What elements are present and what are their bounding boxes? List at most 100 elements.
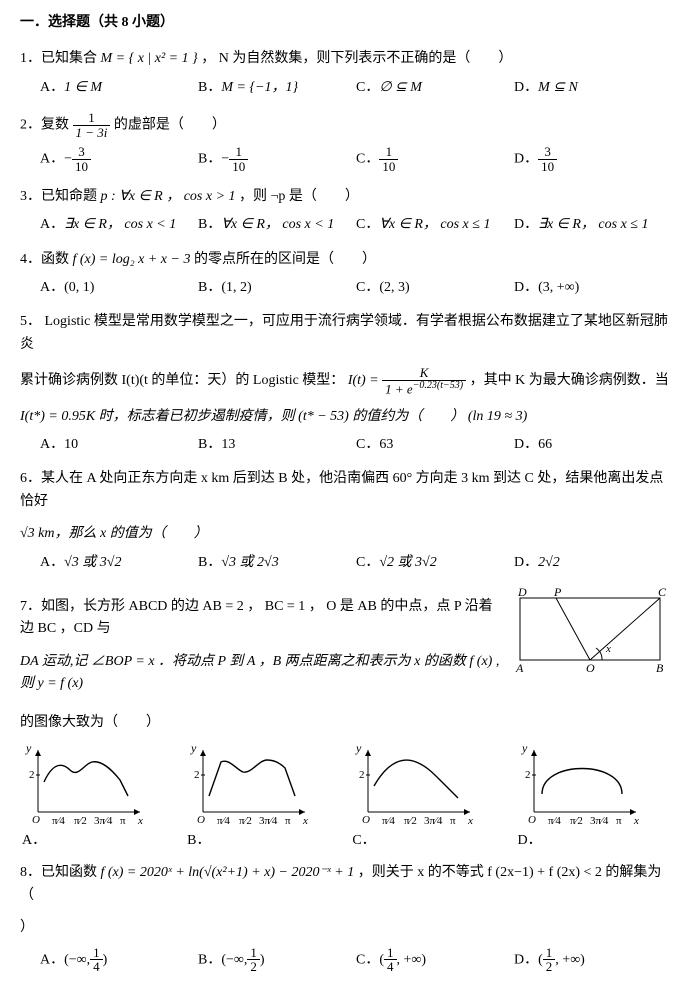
- svg-text:x: x: [467, 815, 473, 827]
- q5-formula-frac: K 1 + e−0.23(t−53): [382, 366, 466, 396]
- q7-rect-figure: D P C A O B x: [512, 586, 672, 676]
- svg-text:π⁄2: π⁄2: [404, 815, 417, 827]
- q2-opt-d: D．310: [514, 145, 672, 173]
- q7-l2: DA 运动,记 ∠BOP = x ．将动点 P 到 A ，B 两点距离之和表示为…: [20, 651, 504, 696]
- svg-text:2: 2: [525, 769, 531, 781]
- svg-text:3π⁄4: 3π⁄4: [259, 815, 278, 827]
- q4-opt-d: D．(3, +∞): [514, 277, 672, 299]
- q1-stem: 1．已知集合 M = { x | x² = 1 } ， N 为自然数集，则下列表…: [20, 48, 672, 70]
- q1-opt-a: A．1 ∈ M: [40, 77, 198, 99]
- svg-text:D: D: [517, 586, 527, 599]
- svg-text:O: O: [362, 814, 370, 826]
- q2-text-a: 2．复数: [20, 118, 73, 133]
- svg-text:3π⁄4: 3π⁄4: [94, 815, 113, 827]
- svg-text:y: y: [25, 741, 32, 755]
- q8-l1: 8．已知函数 f (x) = 2020ˣ + ln(√(x²+1) + x) −…: [20, 862, 672, 907]
- q8-options: A．(−∞,14) B．(−∞,12) C．(14, +∞) D．(12, +∞…: [40, 946, 672, 974]
- svg-text:x: x: [633, 815, 639, 827]
- q3-opt-c: C．∀x ∈ R， cos x ≤ 1: [356, 214, 514, 236]
- svg-text:x: x: [302, 815, 308, 827]
- q4-opt-c: C．(2, 3): [356, 277, 514, 299]
- q7-chart-a: y 2 π⁄4 π⁄2 3π⁄4 π x O A．: [20, 740, 176, 852]
- svg-text:3π⁄4: 3π⁄4: [590, 815, 609, 827]
- svg-text:3π⁄4: 3π⁄4: [424, 815, 443, 827]
- q2-text-b: 的虚部是（ ）: [114, 118, 226, 133]
- q6-l1: 6．某人在 A 处向正东方向走 x km 后到达 B 处，他沿南偏西 60° 方…: [20, 468, 672, 513]
- q1-opt-c: C．∅ ⊆ M: [356, 77, 514, 99]
- q5-l3: I(t*) = 0.95K 时，标志着已初步遏制疫情，则 (t* − 53) 的…: [20, 406, 672, 428]
- q1-text-b: ， N 为自然数集，则下列表示不正确的是（ ）: [201, 51, 512, 66]
- q4-opt-b: B．(1, 2): [198, 277, 356, 299]
- q6-options: A．√3 或 3√2 B．√3 或 2√3 C．√2 或 3√2 D．2√2: [40, 552, 672, 574]
- q7-l1: 7．如图，长方形 ABCD 的边 AB = 2 ， BC = 1 ， O 是 A…: [20, 596, 504, 641]
- svg-text:π⁄4: π⁄4: [217, 815, 230, 827]
- q3-stem: 3．已知命题 p : ∀x ∈ R ， cos x > 1 ，则 ¬p 是（ ）: [20, 186, 672, 208]
- q8-fx: f (x) = 2020ˣ + ln(√(x²+1) + x) − 2020⁻ˣ…: [101, 865, 355, 880]
- q1-opt-b: B．M = {−1，1}: [198, 77, 356, 99]
- q2-frac: 11 − 3i: [73, 111, 111, 139]
- q2-opt-b: B．−110: [198, 145, 356, 173]
- svg-text:π⁄4: π⁄4: [382, 815, 395, 827]
- svg-text:x: x: [605, 643, 611, 655]
- q5-opt-a: A．10: [40, 434, 198, 456]
- svg-text:y: y: [190, 741, 197, 755]
- q6-opt-d: D．2√2: [514, 552, 672, 574]
- q7-opt-a-label: A．: [22, 830, 46, 852]
- svg-text:A: A: [515, 661, 524, 675]
- q7-row: 7．如图，长方形 ABCD 的边 AB = 2 ， BC = 1 ， O 是 A…: [20, 586, 672, 702]
- q5-l2: 累计确诊病例数 I(t)(t 的单位：天）的 Logistic 模型： I(t)…: [20, 366, 672, 396]
- svg-text:C: C: [658, 586, 667, 599]
- q7-opt-b-label: B．: [187, 830, 210, 852]
- q1-math: M = { x | x² = 1 }: [101, 51, 198, 66]
- q2-opt-a: A．−310: [40, 145, 198, 173]
- q5-l1: 5． Logistic 模型是常用数学模型之一，可应用于流行病学领域．有学者根据…: [20, 311, 672, 356]
- svg-text:2: 2: [194, 769, 200, 781]
- svg-text:O: O: [197, 814, 205, 826]
- q7-chart-d: y 2 π⁄4 π⁄2 3π⁄4 π x O D．: [516, 740, 672, 852]
- q3-opt-a: A．∃x ∈ R， cos x < 1: [40, 214, 198, 236]
- q8-opt-b: B．(−∞,12): [198, 946, 356, 974]
- q5-formula: I(t) =: [348, 373, 382, 388]
- svg-text:P: P: [553, 586, 562, 599]
- svg-text:π⁄4: π⁄4: [52, 815, 65, 827]
- q5-opt-d: D．66: [514, 434, 672, 456]
- q7-charts: y 2 π⁄4 π⁄2 3π⁄4 π x O A． y 2 π⁄4: [20, 740, 672, 852]
- q1-options: A．1 ∈ M B．M = {−1，1} C．∅ ⊆ M D．M ⊆ N: [40, 77, 672, 99]
- q2-opt-c: C．110: [356, 145, 514, 173]
- q2-stem: 2．复数 11 − 3i 的虚部是（ ）: [20, 111, 672, 139]
- q6-opt-c: C．√2 或 3√2: [356, 552, 514, 574]
- q6-opt-a: A．√3 或 3√2: [40, 552, 198, 574]
- q3-text-a: 3．已知命题: [20, 189, 101, 204]
- q5-opt-c: C．63: [356, 434, 514, 456]
- q7-opt-d-label: D．: [518, 830, 542, 852]
- svg-text:x: x: [137, 815, 143, 827]
- svg-text:B: B: [656, 661, 664, 675]
- q6-l2: √3 km，那么 x 的值为（ ）: [20, 523, 672, 545]
- svg-text:2: 2: [359, 769, 365, 781]
- q2-options: A．−310 B．−110 C．110 D．310: [40, 145, 672, 173]
- q4-stem: 4．函数 f (x) = log₂ x + x − 3 的零点所在的区间是（ ）: [20, 249, 672, 271]
- svg-text:π⁄2: π⁄2: [570, 815, 583, 827]
- svg-text:y: y: [521, 741, 528, 755]
- svg-text:π: π: [450, 815, 456, 827]
- svg-text:π: π: [120, 815, 126, 827]
- svg-text:π: π: [285, 815, 291, 827]
- q4-text-a: 4．函数: [20, 252, 73, 267]
- svg-text:π⁄4: π⁄4: [548, 815, 561, 827]
- q1-opt-d: D．M ⊆ N: [514, 77, 672, 99]
- q7-opt-c-label: C．: [352, 830, 375, 852]
- q3-text-b: ，则 ¬p 是（ ）: [239, 189, 359, 204]
- svg-text:2: 2: [29, 769, 35, 781]
- q6-opt-b: B．√3 或 2√3: [198, 552, 356, 574]
- q4-options: A．(0, 1) B．(1, 2) C．(2, 3) D．(3, +∞): [40, 277, 672, 299]
- q7-chart-b: y 2 π⁄4 π⁄2 3π⁄4 π x O B．: [185, 740, 341, 852]
- q3-options: A．∃x ∈ R， cos x < 1 B．∀x ∈ R， cos x < 1 …: [40, 214, 672, 236]
- q8-opt-c: C．(14, +∞): [356, 946, 514, 974]
- q1-text-a: 1．已知集合: [20, 51, 101, 66]
- svg-text:y: y: [355, 741, 362, 755]
- q3-opt-b: B．∀x ∈ R， cos x < 1: [198, 214, 356, 236]
- q4-text-b: 的零点所在的区间是（ ）: [194, 252, 376, 267]
- q5-options: A．10 B．13 C．63 D．66: [40, 434, 672, 456]
- q3-opt-d: D．∃x ∈ R， cos x ≤ 1: [514, 214, 672, 236]
- q7-l3: 的图像大致为（ ）: [20, 712, 672, 734]
